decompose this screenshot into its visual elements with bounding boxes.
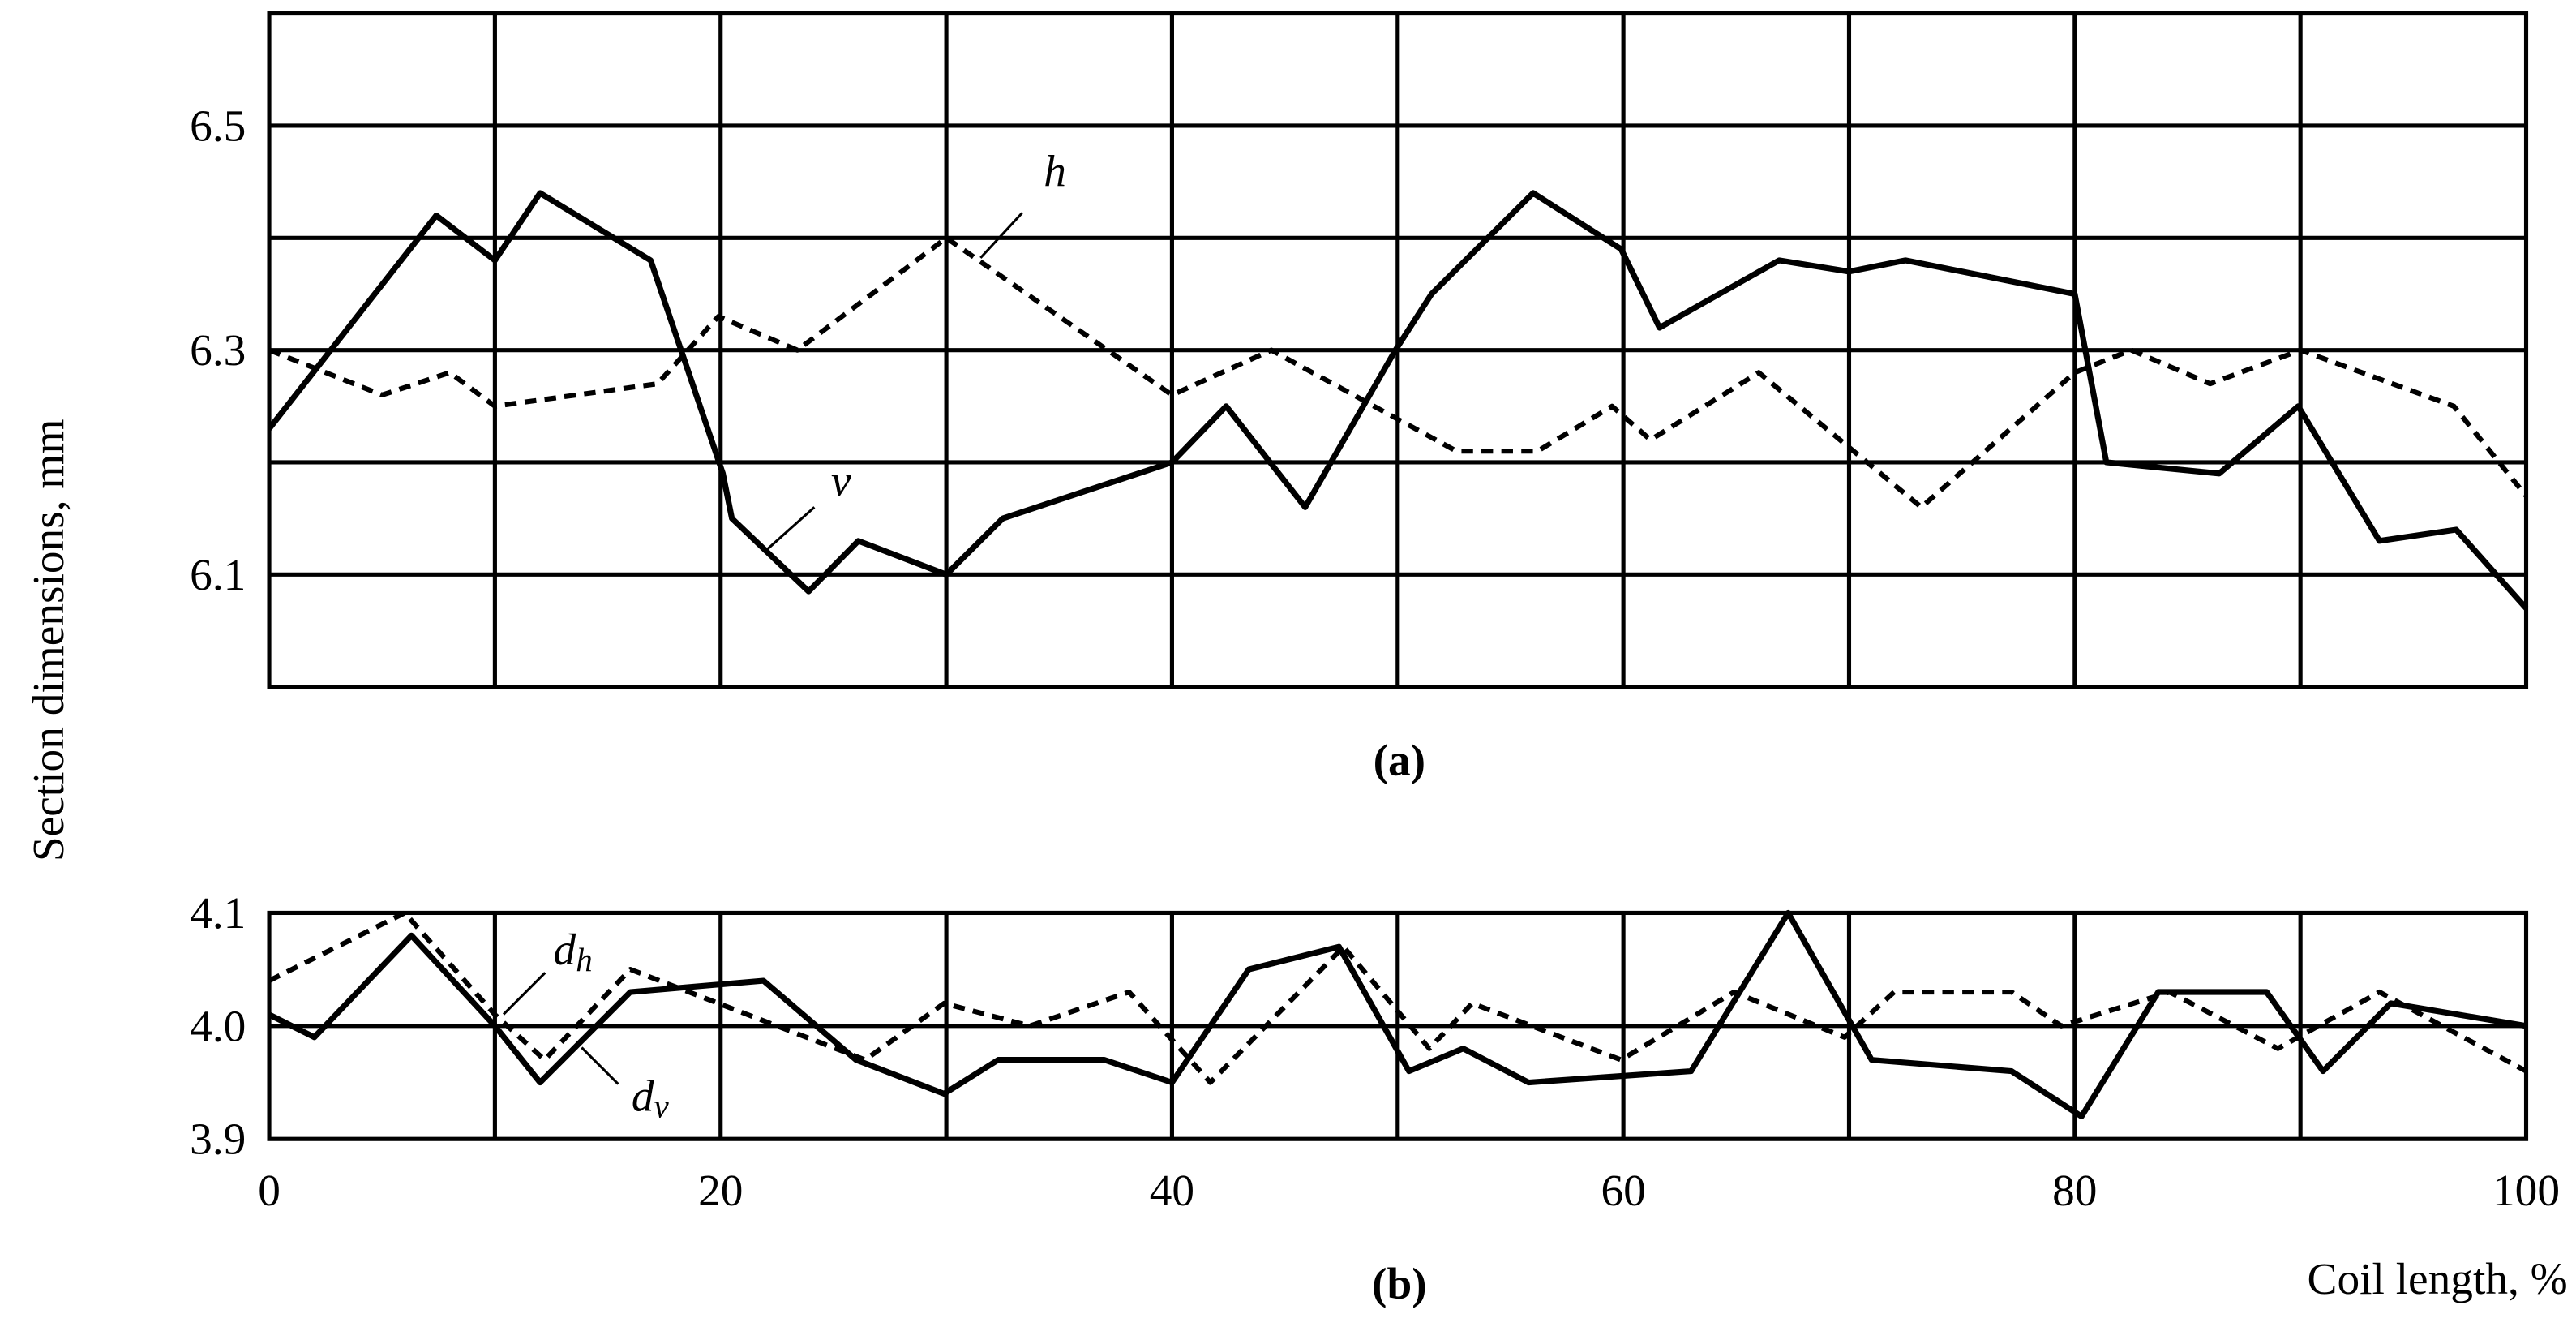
series-name: d xyxy=(554,925,576,974)
series-name-sub: h xyxy=(576,941,593,978)
x-tick-label: 40 xyxy=(1150,1166,1194,1215)
y-tick-label: 3.9 xyxy=(190,1114,246,1164)
label-leader xyxy=(502,972,546,1016)
series-label: dv xyxy=(632,1071,670,1124)
data-line xyxy=(268,235,2528,510)
x-tick-label: 60 xyxy=(1601,1166,1645,1215)
label-leader xyxy=(581,1046,619,1085)
y-axis-label: Section dimensions, mm xyxy=(24,419,73,862)
series-name-sub: v xyxy=(654,1088,670,1125)
series-label: h xyxy=(1044,147,1066,196)
y-tick-label: 6.3 xyxy=(190,325,246,375)
x-tick-label: 20 xyxy=(698,1166,743,1215)
label-leader xyxy=(766,506,816,550)
x-axis-label: Coil length, % xyxy=(2308,1254,2568,1303)
y-tick-label: 6.5 xyxy=(190,101,246,150)
series-label: dh xyxy=(554,925,593,978)
series-name: h xyxy=(1044,147,1066,196)
label-leader xyxy=(979,212,1023,259)
data-line xyxy=(267,190,2529,611)
data-line xyxy=(268,910,2527,1085)
panel-label: (b) xyxy=(1372,1259,1427,1308)
series-name: v xyxy=(831,456,851,505)
y-tick-label: 6.1 xyxy=(190,550,246,599)
x-tick-label: 100 xyxy=(2492,1166,2560,1215)
x-tick-label: 80 xyxy=(2052,1166,2097,1215)
data-line xyxy=(268,909,2527,1119)
y-tick-label: 4.1 xyxy=(190,888,246,938)
x-tick-label: 0 xyxy=(258,1166,281,1215)
series-label: v xyxy=(831,456,851,505)
series-name: d xyxy=(632,1071,654,1120)
panel-label: (a) xyxy=(1374,735,1426,784)
y-tick-label: 4.0 xyxy=(190,1001,246,1050)
